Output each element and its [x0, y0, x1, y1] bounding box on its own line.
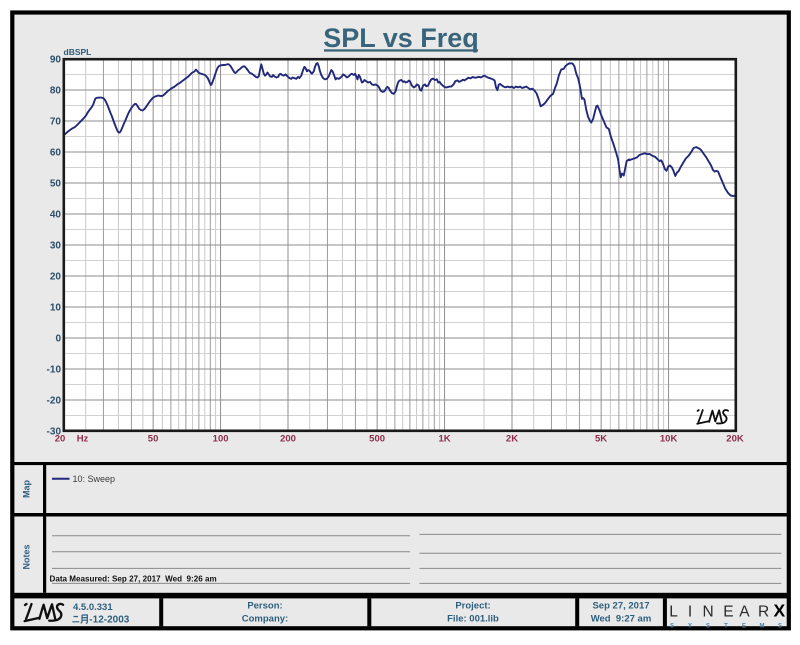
- svg-text:50: 50: [148, 434, 159, 445]
- svg-text:S: S: [670, 623, 674, 629]
- svg-text:5K: 5K: [595, 434, 607, 445]
- svg-text:R: R: [758, 604, 769, 621]
- svg-text:Hz: Hz: [77, 434, 89, 445]
- svg-text:0: 0: [55, 334, 61, 345]
- svg-text:-10: -10: [47, 365, 62, 376]
- svg-text:Project:: Project:: [455, 601, 490, 612]
- svg-text:S: S: [706, 623, 710, 629]
- svg-text:30: 30: [50, 241, 62, 252]
- svg-text:L: L: [669, 604, 678, 621]
- svg-text:S: S: [778, 623, 782, 629]
- svg-text:Y: Y: [688, 623, 692, 629]
- svg-text:1K: 1K: [439, 434, 451, 445]
- svg-text:2K: 2K: [506, 434, 518, 445]
- svg-text:-12-2003: -12-2003: [89, 615, 129, 626]
- svg-text:20K: 20K: [726, 434, 744, 445]
- svg-text:10K: 10K: [660, 434, 678, 445]
- svg-text:20: 20: [50, 272, 62, 283]
- svg-text:4.5.0.331: 4.5.0.331: [73, 602, 113, 613]
- svg-text:200: 200: [280, 434, 296, 445]
- svg-text:M: M: [760, 623, 765, 629]
- svg-text:Person:: Person:: [247, 601, 282, 612]
- svg-text:A: A: [739, 604, 750, 621]
- svg-text:Data Measured: Sep 27, 2017 W: Data Measured: Sep 27, 2017 Wed 9:26 am: [50, 575, 217, 584]
- svg-text:Map: Map: [22, 479, 32, 498]
- svg-text:500: 500: [369, 434, 385, 445]
- svg-text:50: 50: [50, 179, 62, 190]
- svg-text:100: 100: [213, 434, 229, 445]
- svg-text:Notes: Notes: [22, 544, 32, 569]
- svg-text:SPL vs Freq: SPL vs Freq: [323, 23, 479, 53]
- svg-text:10: Sweep: 10: Sweep: [73, 474, 116, 484]
- svg-text:Sep 27, 2017: Sep 27, 2017: [592, 601, 649, 612]
- svg-text:I: I: [688, 604, 692, 621]
- svg-text:File: 001.lib: File: 001.lib: [447, 614, 499, 625]
- svg-text:-20: -20: [47, 396, 62, 407]
- svg-text:X: X: [774, 601, 786, 621]
- svg-text:-30: -30: [47, 427, 62, 438]
- svg-text:N: N: [703, 604, 714, 621]
- svg-text:dBSPL: dBSPL: [64, 47, 92, 57]
- svg-text:70: 70: [50, 117, 62, 128]
- svg-text:E: E: [742, 623, 746, 629]
- svg-text:10: 10: [50, 303, 62, 314]
- svg-text:Wed 9:27 am: Wed 9:27 am: [591, 614, 652, 625]
- svg-text:80: 80: [50, 86, 62, 97]
- svg-text:60: 60: [50, 148, 62, 159]
- svg-text:E: E: [723, 604, 733, 621]
- svg-text:20: 20: [55, 434, 66, 445]
- svg-text:40: 40: [50, 210, 62, 221]
- svg-text:90: 90: [50, 55, 62, 66]
- svg-text:Company:: Company:: [242, 614, 288, 625]
- svg-text:T: T: [724, 623, 728, 629]
